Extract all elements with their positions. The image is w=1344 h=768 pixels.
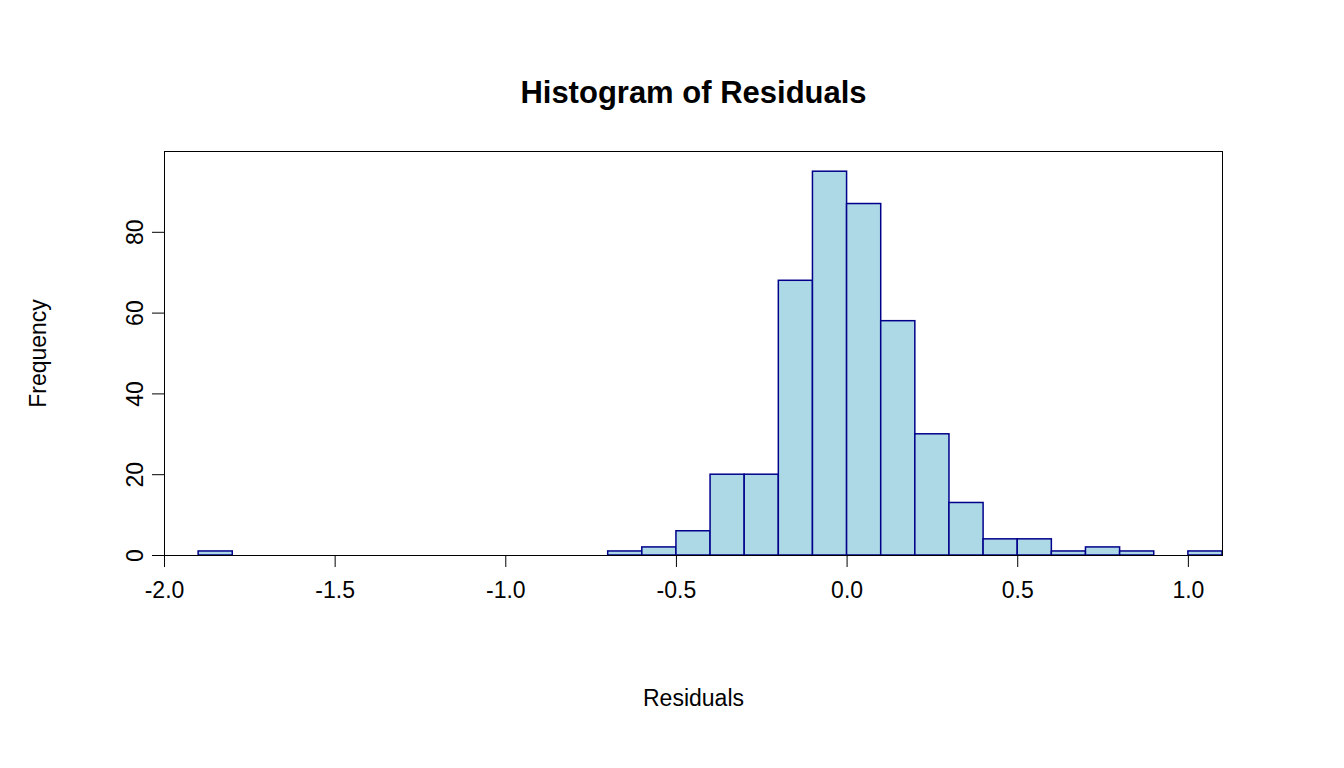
svg-text:20: 20 bbox=[122, 462, 148, 488]
svg-text:80: 80 bbox=[122, 220, 148, 246]
svg-text:-1.5: -1.5 bbox=[315, 577, 355, 603]
svg-text:Frequency: Frequency bbox=[25, 299, 51, 408]
svg-text:Histogram of Residuals: Histogram of Residuals bbox=[520, 75, 866, 110]
svg-text:0: 0 bbox=[122, 549, 148, 562]
svg-text:Residuals: Residuals bbox=[643, 685, 744, 711]
svg-text:-2.0: -2.0 bbox=[145, 577, 185, 603]
svg-text:1.0: 1.0 bbox=[1172, 577, 1204, 603]
svg-text:-1.0: -1.0 bbox=[486, 577, 526, 603]
svg-text:0.5: 0.5 bbox=[1002, 577, 1034, 603]
svg-text:40: 40 bbox=[122, 381, 148, 407]
svg-text:60: 60 bbox=[122, 300, 148, 326]
svg-text:-0.5: -0.5 bbox=[657, 577, 697, 603]
svg-text:0.0: 0.0 bbox=[831, 577, 863, 603]
